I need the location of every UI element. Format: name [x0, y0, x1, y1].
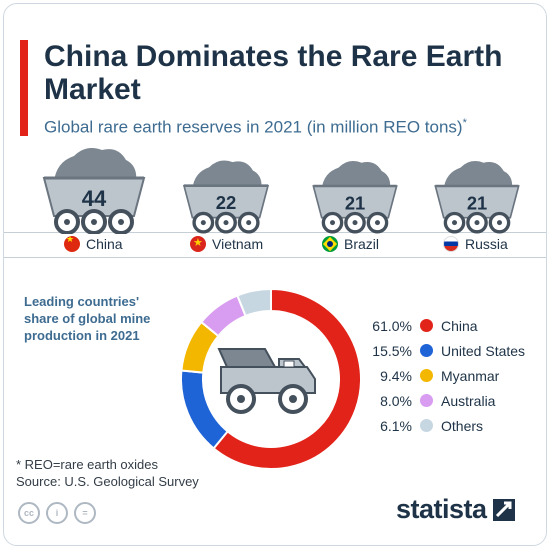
reserve-cart-brazil: 21 — [312, 161, 398, 234]
subtitle-footnote-mark: * — [462, 117, 467, 129]
country-label-china: China — [64, 236, 123, 252]
country-name: Brazil — [344, 236, 380, 252]
legend-swatch-icon — [420, 394, 433, 407]
legend-item-myanmar: 9.4% Myanmar — [364, 363, 534, 388]
country-name: Vietnam — [212, 236, 264, 252]
donut-legend: 61.0% China 15.5% United States 9.4% Myanmar 8… — [364, 313, 534, 438]
page-title: China Dominates the Rare Earth Market — [44, 40, 503, 106]
subtitle: Global rare earth reserves in 2021 (in m… — [44, 117, 467, 138]
by-icon[interactable]: i — [46, 502, 68, 524]
footnote-block: * REO=rare earth oxides Source: U.S. Geo… — [16, 456, 199, 490]
statista-mark-icon — [492, 498, 515, 521]
legend-swatch-icon — [420, 344, 433, 357]
legend-item-china: 61.0% China — [364, 313, 534, 338]
donut-chart-title: Leading countries' share of global mine … — [24, 294, 151, 343]
license-icons: cc i = — [18, 502, 96, 524]
legend-swatch-icon — [420, 369, 433, 382]
reserves-cart-chart: 44 22 21 21 — [42, 148, 520, 234]
country-name: Russia — [465, 236, 508, 252]
haul-truck-icon — [217, 348, 316, 414]
country-label-brazil: Brazil — [322, 236, 379, 252]
reserve-cart-vietnam: 22 — [182, 160, 270, 234]
legend-label: Australia — [441, 392, 496, 409]
legend-label: Myanmar — [441, 367, 500, 384]
country-label-russia: Russia — [443, 236, 508, 252]
accent-bar — [20, 40, 28, 136]
country-name: China — [86, 236, 123, 252]
legend-item-australia: 8.0% Australia — [364, 388, 534, 413]
label-band-top-line — [4, 232, 546, 233]
cc-icon[interactable]: cc — [18, 502, 40, 524]
legend-value: 9.4% — [380, 367, 412, 384]
reserve-value-label: 21 — [467, 192, 487, 213]
reserve-cart-china: 44 — [42, 148, 146, 234]
legend-value: 15.5% — [372, 342, 412, 359]
reserve-value-label: 22 — [216, 192, 237, 213]
legend-swatch-icon — [420, 419, 433, 432]
legend-label: China — [441, 317, 478, 334]
statista-logo[interactable]: statista — [396, 494, 515, 525]
country-label-vietnam: Vietnam — [190, 236, 263, 252]
nd-icon[interactable]: = — [74, 502, 96, 524]
donut-slice-others — [236, 287, 272, 318]
legend-value: 8.0% — [380, 392, 412, 409]
china-flag-icon — [64, 236, 80, 252]
reserve-cart-russia: 21 — [434, 161, 520, 234]
reserve-value-label: 44 — [82, 186, 107, 211]
brazil-flag-icon — [322, 236, 338, 252]
legend-swatch-icon — [420, 319, 433, 332]
legend-value: 61.0% — [372, 317, 412, 334]
legend-item-others: 6.1% Others — [364, 413, 534, 438]
source: Source: U.S. Geological Survey — [16, 474, 199, 489]
ore-pile-icon — [443, 161, 513, 190]
legend-label: United States — [441, 342, 526, 359]
infographic-card: China Dominates the Rare Earth Market Gl… — [3, 3, 547, 546]
subtitle-text: Global rare earth reserves in 2021 (in m… — [44, 117, 463, 137]
legend-item-united-states: 15.5% United States — [364, 338, 534, 363]
vietnam-flag-icon — [190, 236, 206, 252]
footnote: * REO=rare earth oxides — [16, 457, 158, 472]
legend-value: 6.1% — [380, 417, 412, 434]
donut-slice-china — [212, 287, 362, 470]
ore-pile-icon — [192, 160, 262, 190]
ore-pile-icon — [321, 161, 391, 190]
label-band-bottom-line — [4, 257, 546, 258]
reserve-value-label: 21 — [345, 192, 365, 213]
legend-label: Others — [441, 417, 484, 434]
ore-pile-icon — [54, 148, 137, 182]
production-donut-chart — [180, 287, 362, 470]
russia-flag-icon — [443, 236, 459, 252]
statista-wordmark: statista — [396, 494, 487, 524]
